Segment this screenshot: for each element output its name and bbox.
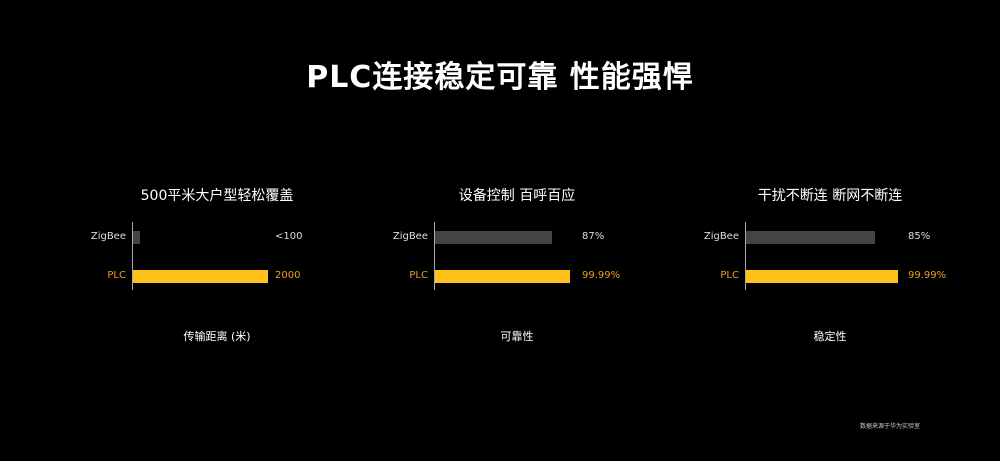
category-label: PLC (409, 270, 428, 281)
chart-title: 500平米大户型轻松覆盖 (140, 188, 294, 204)
category-label: ZigBee (392, 231, 428, 242)
bar-zigbee (133, 231, 140, 244)
value-label: 2000 (275, 270, 301, 281)
value-label: 99.99% (908, 270, 947, 281)
bar-plc (133, 270, 268, 283)
bar-chart-1: 500平米大户型轻松覆盖 传输距离 (米) ZigBee <100 PLC 20… (67, 185, 367, 345)
chart-title: 设备控制 百呼百应 (458, 188, 576, 204)
value-label: <100 (275, 231, 303, 242)
bar-chart-2: 设备控制 百呼百应 可靠性 ZigBee 87% PLC 99.99% (367, 185, 667, 345)
bar-zigbee (435, 231, 553, 244)
axis-label: 可靠性 (500, 330, 534, 343)
bar-zigbee (746, 231, 876, 244)
slide-title: PLC连接稳定可靠 性能强悍 (306, 60, 694, 95)
axis-line (745, 222, 746, 290)
value-label: 85% (908, 231, 931, 242)
axis-line (434, 222, 435, 290)
axis-label: 稳定性 (813, 330, 847, 343)
axis-line (132, 222, 133, 290)
axis-label: 传输距离 (米) (183, 330, 251, 343)
category-label: PLC (720, 270, 739, 281)
category-label: ZigBee (90, 231, 126, 242)
footnote: 数据来源于华为实验室 (859, 423, 920, 430)
bar-chart-3: 干扰不断连 断网不断连 稳定性 ZigBee 85% PLC 99.99% (680, 185, 980, 345)
chart-title: 干扰不断连 断网不断连 (757, 188, 903, 204)
category-label: ZigBee (703, 231, 739, 242)
category-label: PLC (107, 270, 126, 281)
bar-plc (746, 270, 898, 283)
value-label: 99.99% (582, 270, 621, 281)
bar-plc (435, 270, 570, 283)
value-label: 87% (582, 231, 605, 242)
